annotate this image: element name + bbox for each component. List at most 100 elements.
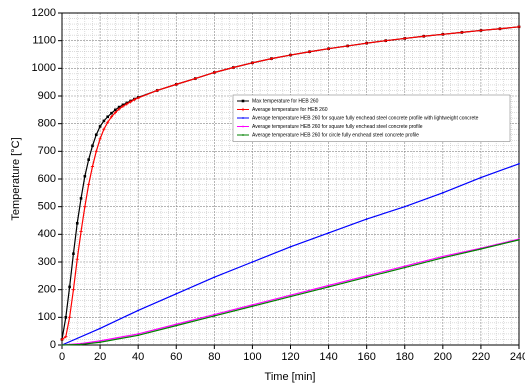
x-tick-label: 20 [94,351,106,363]
x-tick-label: 40 [132,351,144,363]
marker [174,82,178,86]
marker [518,162,520,165]
marker [79,197,83,200]
marker [175,292,178,295]
marker [114,108,117,112]
legend-label: Average temperature HEB 260 for square f… [252,115,479,121]
marker [288,53,293,57]
marker [403,205,406,208]
marker [117,107,121,111]
marker [99,341,101,344]
marker [68,285,71,289]
y-tick-label: 1000 [32,62,56,74]
marker [365,274,368,277]
x-tick-label: 0 [59,351,65,363]
marker [460,30,464,34]
y-tick-label: 400 [38,228,56,240]
series-line [61,238,520,346]
marker [109,115,114,119]
marker [61,344,63,346]
marker [480,176,482,179]
x-tick-label: 160 [357,351,375,363]
y-tick-label: 0 [50,339,56,351]
marker [498,27,502,31]
x-tick-label: 120 [281,351,299,363]
y-tick-label: 1200 [32,7,56,19]
legend-label: Max temperature for HEB 260 [252,98,319,104]
marker [213,313,216,316]
marker [365,41,369,45]
marker [403,266,406,269]
x-tick-label: 80 [208,351,220,363]
x-tick-label: 60 [170,351,182,363]
x-tick-label: 180 [396,351,414,363]
marker [289,294,292,297]
marker [98,137,102,141]
legend-label: Average temperature HEB 260 for square f… [252,124,423,130]
marker [480,248,482,250]
marker [121,104,125,108]
marker [384,39,388,43]
marker [213,315,216,317]
marker [80,343,82,346]
marker [250,61,255,65]
marker [175,324,178,327]
x-tick-label: 100 [243,351,261,363]
marker [102,119,106,123]
marker [212,70,216,75]
marker [60,337,64,342]
y-tick-label: 900 [38,90,56,102]
marker [518,238,520,241]
marker [307,50,312,54]
marker [422,34,426,38]
marker [479,28,483,33]
marker [87,158,90,161]
marker [213,276,216,279]
marker [117,105,121,109]
marker [441,191,444,194]
marker [94,149,98,153]
marker [110,111,113,115]
marker [99,327,101,330]
marker [441,255,444,258]
x-tick-label: 220 [472,351,490,363]
marker [269,57,274,61]
marker [87,182,91,187]
y-tick-label: 600 [38,173,56,185]
marker [175,323,178,326]
marker [106,120,110,124]
marker [98,125,102,128]
y-tick-label: 200 [38,284,56,296]
marker [91,144,94,148]
marker [94,133,98,137]
legend-label: Average temperature for HEB 260 [252,107,328,113]
marker [137,333,140,335]
x-tick-label: 240 [510,351,525,363]
marker [365,276,368,279]
marker [193,76,197,81]
marker [517,25,521,29]
marker [90,164,95,169]
marker [251,303,254,306]
marker [365,218,368,221]
y-axis-label: Temperature [°C] [10,137,22,220]
marker [125,102,129,106]
marker [72,252,75,255]
marker [289,245,292,248]
marker [403,265,406,268]
y-tick-label: 100 [38,311,56,323]
marker [289,295,292,298]
x-axis-label: Time [min] [265,371,316,383]
marker [64,316,68,319]
marker [137,334,140,337]
marker [441,32,445,36]
marker [136,96,140,100]
y-tick-label: 1100 [32,35,56,47]
legend-label: Average temperature HEB 260 for circle f… [252,132,419,138]
marker [113,111,117,115]
marker [241,107,245,112]
marker [242,117,244,119]
marker [327,286,330,288]
marker [102,127,106,131]
